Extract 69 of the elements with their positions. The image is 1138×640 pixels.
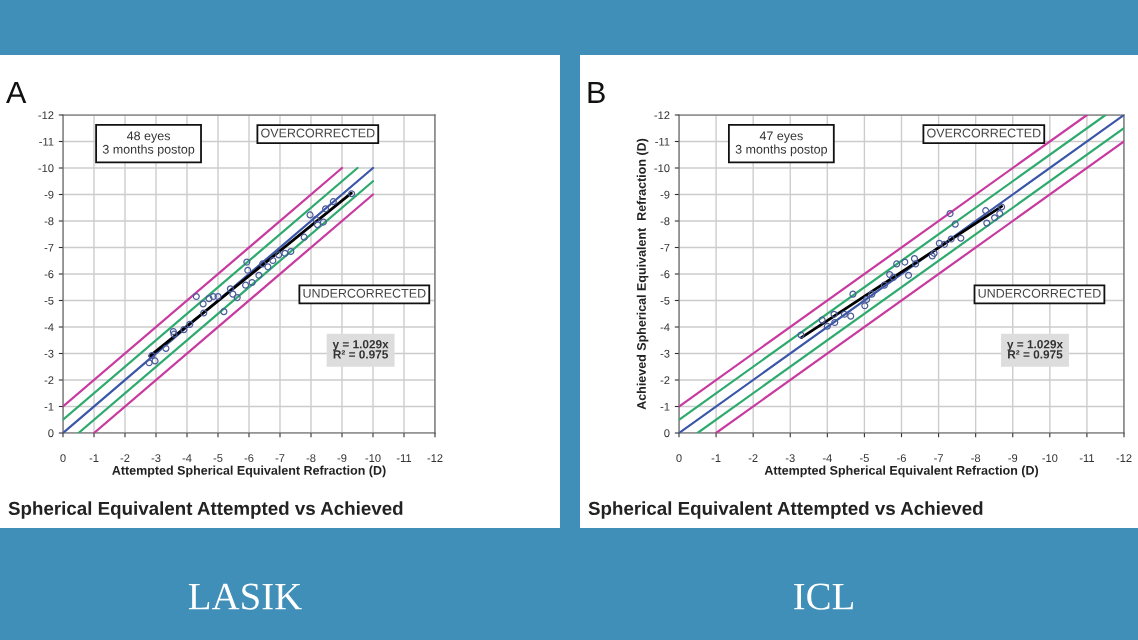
annotation: y = 1.029x R² = 0.975 bbox=[332, 340, 389, 359]
text: ICL bbox=[794, 583, 853, 610]
y-tick-label: -4 bbox=[44, 323, 54, 332]
y-tick-label: -10 bbox=[38, 164, 54, 173]
x-tick-label: -2 bbox=[748, 454, 758, 462]
x-tick-label: -5 bbox=[213, 454, 223, 462]
x-tick-label: -1 bbox=[89, 454, 99, 462]
y-tick-label: -5 bbox=[44, 296, 54, 305]
annotation: OVERCORRECTED bbox=[927, 128, 1041, 138]
y-tick-label: -1 bbox=[660, 402, 670, 411]
x-tick-label: -4 bbox=[822, 454, 832, 462]
annotation: UNDERCORRECTED bbox=[303, 288, 426, 298]
y-tick-label: -1 bbox=[44, 402, 54, 411]
y-axis-title: Achieved Spherical Equivalent Refraction (D) bbox=[636, 138, 649, 410]
y-tick-label: -3 bbox=[660, 349, 670, 358]
x-tick-label: -5 bbox=[859, 454, 869, 462]
y-tick-label: -7 bbox=[44, 243, 54, 252]
y-tick-label: 0 bbox=[48, 429, 54, 438]
x-tick-label: -12 bbox=[1116, 454, 1132, 462]
x-tick-label: -6 bbox=[897, 454, 906, 462]
text: LASIK bbox=[188, 583, 302, 610]
x-tick-label: -11 bbox=[396, 454, 412, 462]
y-tick-label: -12 bbox=[38, 111, 54, 120]
y-tick-label: -2 bbox=[660, 376, 670, 385]
y-tick-label: -9 bbox=[44, 190, 54, 199]
x-tick-label: 0 bbox=[676, 454, 682, 462]
annotation: OVERCORRECTED bbox=[261, 128, 375, 138]
text: Spherical Equivalent Attempted vs Achieved bbox=[588, 501, 983, 519]
x-axis-title: Attempted Spherical Equivalent Refraction (D) bbox=[112, 465, 386, 478]
y-tick-label: -11 bbox=[655, 137, 670, 146]
annotation: y = 1.029x R² = 0.975 bbox=[1007, 340, 1063, 359]
x-tick-label: -9 bbox=[337, 454, 347, 462]
text: Spherical Equivalent Attempted vs Achieved bbox=[8, 501, 403, 519]
y-tick-label: -8 bbox=[44, 217, 54, 226]
y-tick-label: -5 bbox=[660, 296, 670, 305]
y-tick-label: -7 bbox=[660, 243, 670, 252]
y-tick-label: -9 bbox=[660, 190, 670, 199]
x-tick-label: -3 bbox=[151, 454, 161, 462]
x-tick-label: -12 bbox=[427, 454, 443, 462]
x-tick-label: -7 bbox=[275, 454, 285, 462]
x-tick-label: -6 bbox=[244, 454, 254, 462]
text: B bbox=[588, 81, 605, 103]
x-tick-label: -10 bbox=[1042, 454, 1058, 462]
y-tick-label: -11 bbox=[39, 137, 54, 146]
x-tick-label: -10 bbox=[365, 454, 381, 462]
y-tick-label: -8 bbox=[660, 217, 670, 226]
x-axis-title: Attempted Spherical Equivalent Refraction (D) bbox=[764, 465, 1039, 478]
annotation: 47 eyes 3 months postop bbox=[735, 131, 828, 157]
x-tick-label: -3 bbox=[785, 454, 795, 462]
y-tick-label: -6 bbox=[44, 270, 54, 279]
y-tick-label: -4 bbox=[660, 323, 670, 332]
x-tick-label: -8 bbox=[971, 454, 981, 462]
text: A bbox=[6, 81, 27, 103]
y-tick-label: 0 bbox=[664, 429, 670, 438]
y-tick-label: -6 bbox=[660, 270, 670, 279]
x-tick-label: -7 bbox=[934, 454, 943, 462]
annotation: UNDERCORRECTED bbox=[978, 288, 1101, 298]
x-tick-label: 0 bbox=[60, 454, 66, 462]
x-tick-label: -11 bbox=[1079, 454, 1094, 462]
x-tick-label: -2 bbox=[120, 454, 130, 462]
x-tick-label: -1 bbox=[711, 454, 721, 462]
x-tick-label: -9 bbox=[1008, 454, 1018, 462]
y-tick-label: -12 bbox=[654, 111, 670, 120]
x-tick-label: -8 bbox=[306, 454, 316, 462]
y-tick-label: -3 bbox=[44, 349, 54, 358]
annotation: 48 eyes 3 months postop bbox=[102, 131, 195, 157]
y-tick-label: -2 bbox=[44, 376, 54, 385]
x-tick-label: -4 bbox=[182, 454, 192, 462]
y-tick-label: -10 bbox=[654, 164, 670, 173]
